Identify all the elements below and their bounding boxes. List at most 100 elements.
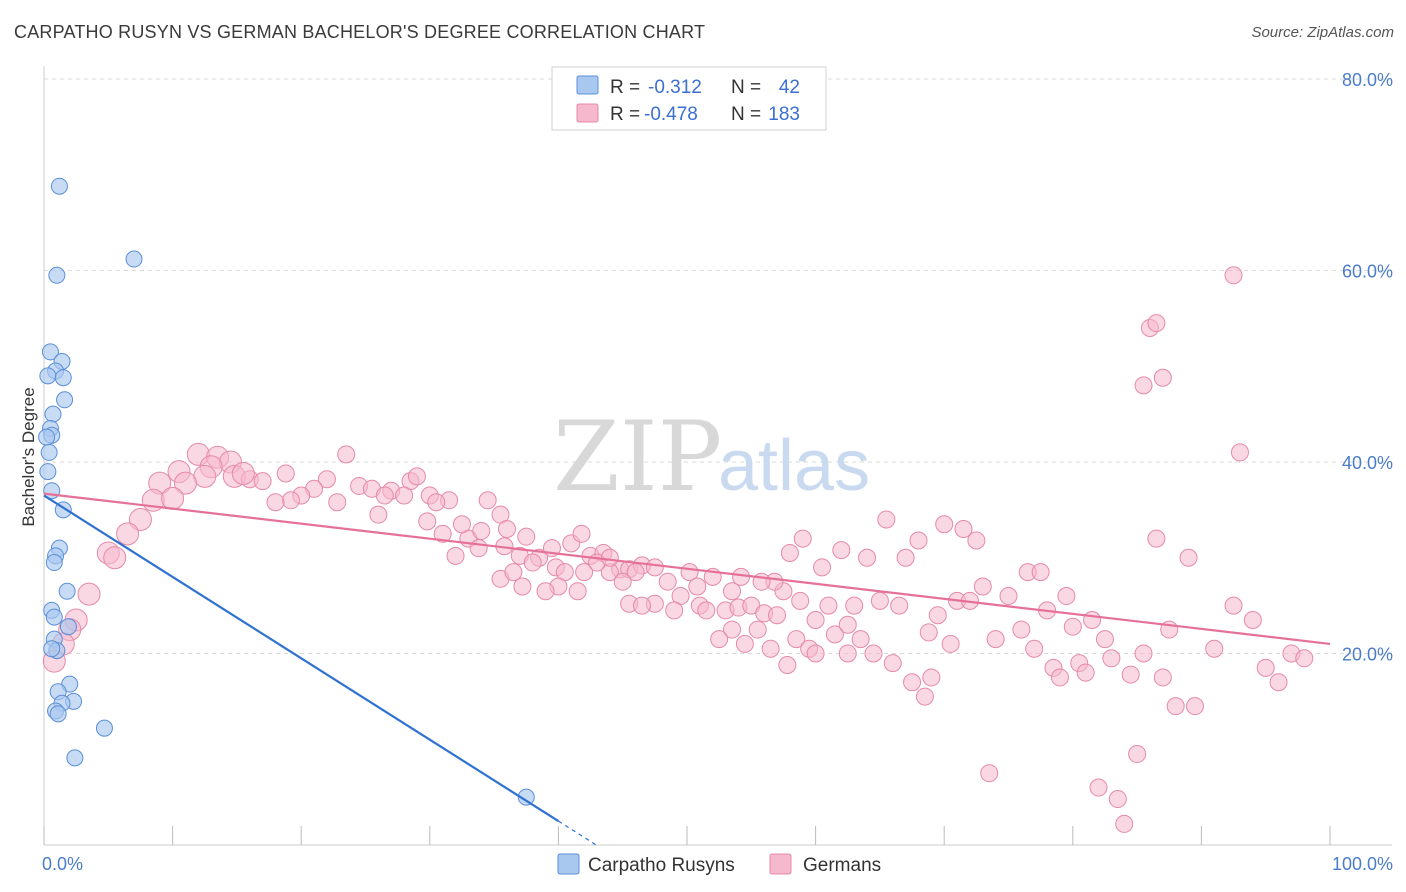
carpatho-rusyn-point	[48, 266, 66, 284]
carpatho-rusyn-point	[49, 705, 67, 723]
german-point	[276, 464, 295, 483]
german-point	[395, 486, 414, 505]
german-point	[832, 541, 851, 560]
carpatho-rusyn-trend-extension	[558, 820, 598, 846]
watermark-atlas: atlas	[718, 426, 870, 506]
german-point	[928, 606, 947, 625]
legend-n-value: 183	[768, 104, 800, 125]
german-point	[645, 558, 664, 577]
german-point	[748, 620, 767, 639]
german-point	[999, 587, 1018, 606]
german-point	[253, 472, 272, 491]
german-point	[723, 620, 742, 639]
german-point	[915, 687, 934, 706]
german-point	[1012, 620, 1031, 639]
german-point	[632, 596, 651, 615]
german-point	[1269, 673, 1288, 692]
german-point	[513, 577, 532, 596]
german-point	[883, 654, 902, 673]
legend-n-value: 42	[779, 77, 800, 98]
carpatho-rusyn-point	[95, 719, 113, 737]
german-point	[864, 644, 883, 663]
carpatho-rusyns-points	[38, 177, 535, 806]
german-point	[517, 527, 536, 546]
german-point	[819, 596, 838, 615]
german-point	[697, 601, 716, 620]
y-tick-labels: 20.0% 40.0% 60.0% 80.0%	[1342, 70, 1393, 665]
german-point	[903, 673, 922, 692]
german-point	[688, 577, 707, 596]
german-point	[768, 606, 787, 625]
german-point	[1243, 610, 1262, 629]
german-point	[825, 625, 844, 644]
carpatho-rusyn-point	[40, 443, 58, 461]
german-point	[858, 548, 877, 567]
german-point	[600, 548, 619, 567]
german-point	[845, 596, 864, 615]
german-point	[980, 764, 999, 783]
legend-r-value: -0.312	[648, 77, 702, 98]
german-point	[1089, 778, 1108, 797]
german-point	[281, 491, 300, 510]
german-point	[1230, 443, 1249, 462]
german-point	[1153, 668, 1172, 687]
watermark: ZIP atlas	[553, 401, 870, 513]
carpatho-rusyn-point	[56, 391, 74, 409]
german-point	[813, 558, 832, 577]
y-tick-label: 60.0%	[1342, 262, 1393, 282]
legend-r-label: R =	[610, 77, 640, 98]
carpatho-rusyn-point	[39, 367, 57, 385]
carpatho-rusyn-point	[50, 177, 68, 195]
german-point	[369, 505, 388, 524]
german-point	[128, 507, 152, 531]
german-point	[1076, 663, 1095, 682]
legend: R = -0.312 N = 42 R = -0.478 N = 183	[551, 66, 827, 131]
german-point	[1153, 368, 1172, 387]
german-point	[472, 521, 491, 540]
german-point	[328, 493, 347, 512]
german-point	[1256, 658, 1275, 677]
german-point	[922, 668, 941, 687]
german-point	[780, 543, 799, 562]
german-point	[1166, 697, 1185, 716]
german-point	[665, 601, 684, 620]
german-point	[806, 644, 825, 663]
german-point	[536, 582, 555, 601]
german-point	[1205, 639, 1224, 658]
german-point	[791, 591, 810, 610]
german-point	[418, 512, 437, 531]
german-point	[723, 582, 742, 601]
german-point	[1147, 314, 1166, 333]
german-point	[806, 610, 825, 629]
legend-swatch-pink	[576, 103, 599, 123]
carpatho-rusyn-point	[517, 788, 535, 806]
carpatho-rusyn-point	[43, 640, 61, 658]
german-point	[1031, 563, 1050, 582]
german-point	[761, 639, 780, 658]
german-point	[1147, 529, 1166, 548]
german-point	[103, 546, 127, 570]
bottom-legend-swatch-blue	[557, 853, 580, 875]
german-point	[1083, 610, 1102, 629]
legend-r-label: R =	[610, 104, 640, 125]
german-point	[1224, 596, 1243, 615]
german-point	[851, 630, 870, 649]
carpatho-rusyn-point	[58, 582, 76, 600]
german-point	[1025, 639, 1044, 658]
german-point	[193, 464, 217, 488]
german-point	[407, 467, 426, 486]
german-point	[787, 630, 806, 649]
legend-n-label: N =	[731, 104, 761, 125]
bottom-legend: Carpatho Rusyns Germans	[557, 853, 881, 876]
source-label: Source: ZipAtlas.com	[1251, 24, 1394, 41]
german-point	[1185, 697, 1204, 716]
bottom-legend-label: Germans	[803, 855, 881, 876]
x-tick-label: 100.0%	[1332, 854, 1393, 874]
chart-title: CARPATHO RUSYN VS GERMAN BACHELOR'S DEGR…	[14, 22, 706, 42]
german-point	[266, 493, 285, 512]
german-point	[446, 546, 465, 565]
carpatho-rusyn-point	[125, 250, 143, 268]
german-point	[452, 515, 471, 534]
carpatho-rusyn-point	[44, 405, 62, 423]
